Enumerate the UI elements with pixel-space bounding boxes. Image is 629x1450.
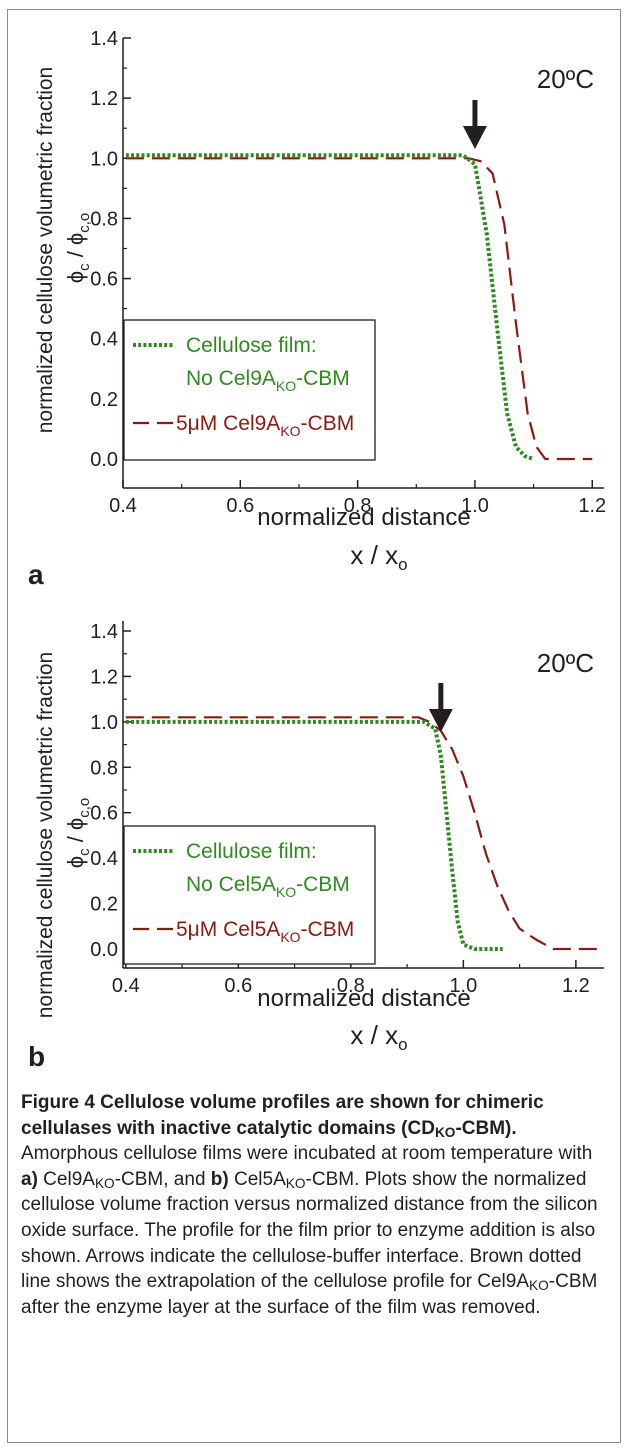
panel-b-ytick-label: 0.6 [90, 803, 118, 825]
panel-a-ytick-label: 1.4 [90, 28, 118, 50]
panel-a-xtick-label: 0.6 [226, 495, 254, 517]
panel-b-temperature: 20ºC [537, 648, 594, 678]
panel-a-series-5um-enzyme [125, 157, 593, 461]
caption-a-label: a) [21, 1168, 38, 1190]
caption-body-4: Cel5A [228, 1168, 286, 1190]
caption-sub-ko-2: KO [285, 1175, 306, 1191]
panel-a: normalized cellulose volumetric fraction… [28, 28, 606, 590]
panel-b-ytick-label: 1.4 [90, 621, 118, 643]
caption-sub-ko-3: KO [529, 1278, 549, 1294]
panel-a-ytick-label: 0.4 [90, 329, 118, 351]
panel-a-xtick-label: 1.2 [578, 495, 606, 517]
panel-a-ytick-label: 0.0 [90, 449, 118, 471]
panel-b-xtick-label: 0.6 [224, 975, 252, 997]
panel-b: normalized cellulose volumetric fraction… [28, 621, 604, 1072]
figure-frame [7, 9, 621, 1443]
panel-a-ytick-label: 1.2 [90, 88, 118, 110]
panel-b-legend: Cellulose film: No Cel5AKO-CBM 5μM Cel5AKO… [123, 825, 376, 965]
panel-a-interface-arrow [462, 100, 487, 149]
panel-b-xtick-label: 0.4 [112, 975, 140, 997]
panel-a-temperature: 20ºC [537, 64, 594, 94]
caption-title-end: -CBM). [455, 1117, 517, 1139]
panel-a-xtick-label: 0.4 [109, 495, 137, 517]
panel-a-xtick-label: 0.8 [344, 495, 372, 517]
caption-b-label: b) [210, 1168, 229, 1190]
caption-body-5: -CBM. Plots show the normalized cellulos… [21, 1168, 598, 1293]
panel-a-legend-label-2: No Cel9AKO-CBM [186, 367, 350, 394]
panel-a-xtick-label: 1.0 [461, 495, 489, 517]
figure-charts: normalized cellulose volumetric fraction… [28, 28, 606, 1072]
panel-a-ytick-label: 1.0 [90, 148, 118, 170]
panel-a-ylabel2: ϕc / ϕc,o [63, 213, 93, 284]
figure-caption: Figure 4 Cellulose volume profiles are s… [21, 1090, 613, 1320]
caption-title-sub: KO [434, 1124, 456, 1140]
panel-a-legend-label-1: Cellulose film: [186, 334, 317, 357]
panel-a-legend-label-3: 5μM Cel9AKO-CBM [176, 412, 354, 439]
panel-b-xtick-label: 0.8 [337, 975, 365, 997]
caption-sub-ko-1: KO [94, 1175, 115, 1191]
panel-b-ytick-label: 0.4 [90, 848, 118, 870]
panel-b-ytick-label: 1.0 [90, 712, 118, 734]
panel-a-xlabel2: x / xo [350, 540, 407, 574]
panel-a-ytick-label: 0.6 [90, 269, 118, 291]
caption-text: Figure 4 Cellulose volume profiles are s… [21, 1090, 613, 1320]
panel-b-xtick-label: 1.0 [449, 975, 477, 997]
panel-b-series-5um-enzyme [125, 716, 599, 951]
panel-b-xlabel2: x / xo [350, 1020, 407, 1054]
caption-body-1: Amorphous cellulose films were incubated… [21, 1143, 593, 1165]
panel-b-legend-label-3: 5μM Cel5AKO-CBM [176, 918, 354, 945]
panel-b-xlabel: normalized distance [257, 985, 470, 1012]
panel-a-letter: a [28, 559, 44, 590]
panel-b-ytick-label: 0.8 [90, 757, 118, 779]
panel-a-ylabel: normalized cellulose volumetric fraction [34, 67, 57, 434]
panel-a-ytick-label: 0.2 [90, 389, 118, 411]
panel-b-ytick-label: 0.0 [90, 939, 118, 961]
panel-a-ytick-label: 0.8 [90, 208, 118, 230]
panel-a-legend: Cellulose film: No Cel9AKO-CBM 5μM Cel9AKO… [123, 319, 376, 461]
panel-b-ytick-label: 1.2 [90, 666, 118, 688]
panel-b-ytick-label: 0.2 [90, 894, 118, 916]
caption-body-6: -CBM after the enzyme layer at the surfa… [21, 1271, 598, 1318]
caption-title: Figure 4 Cellulose volume profiles are s… [21, 1092, 544, 1139]
panel-b-xtick-label: 1.2 [562, 975, 590, 997]
panel-b-legend-label-2: No Cel5AKO-CBM [186, 873, 350, 900]
panel-b-letter: b [28, 1041, 45, 1072]
panel-b-interface-arrow [428, 683, 453, 732]
panel-b-legend-label-1: Cellulose film: [186, 840, 317, 863]
panel-a-series-no-enzyme [125, 153, 535, 461]
panel-a-xlabel: normalized distance [257, 504, 470, 531]
panel-b-ylabel2: ϕc / ϕc,o [63, 798, 93, 869]
caption-body-3: -CBM, and [114, 1168, 211, 1190]
caption-body-2: Cel9A [37, 1168, 95, 1190]
panel-b-ylabel: normalized cellulose volumetric fraction [34, 652, 57, 1019]
